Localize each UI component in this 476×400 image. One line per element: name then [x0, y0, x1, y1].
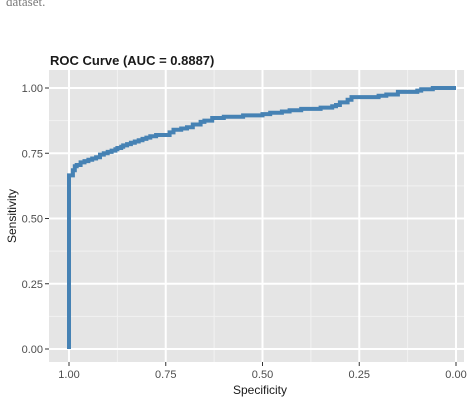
y-axis-label: Sensitivity [5, 189, 19, 243]
chart-title: ROC Curve (AUC = 0.8887) [50, 53, 214, 68]
x-axis-label: Specificity [233, 383, 287, 397]
roc-curve-line [67, 86, 456, 349]
axes: 1.00 0.75 0.50 0.25 0.00 0.00 0.25 0.50 0.75 1.00 [22, 83, 467, 381]
y-tick-label: 1.00 [22, 83, 43, 95]
text-fragment: dataset. [6, 0, 46, 9]
x-tick-label: 0.25 [349, 369, 370, 381]
plot-panel [49, 70, 464, 362]
x-tick-label: 0.00 [445, 369, 466, 381]
y-tick-label: 0.25 [22, 279, 43, 291]
x-tick-label: 1.00 [58, 369, 79, 381]
y-tick-label: 0.75 [22, 148, 43, 160]
y-tick-label: 0.00 [22, 344, 43, 356]
x-tick-label: 0.50 [252, 369, 273, 381]
grid-lines [49, 70, 464, 362]
x-tick-label: 0.75 [155, 369, 176, 381]
y-tick-label: 0.50 [22, 214, 43, 226]
